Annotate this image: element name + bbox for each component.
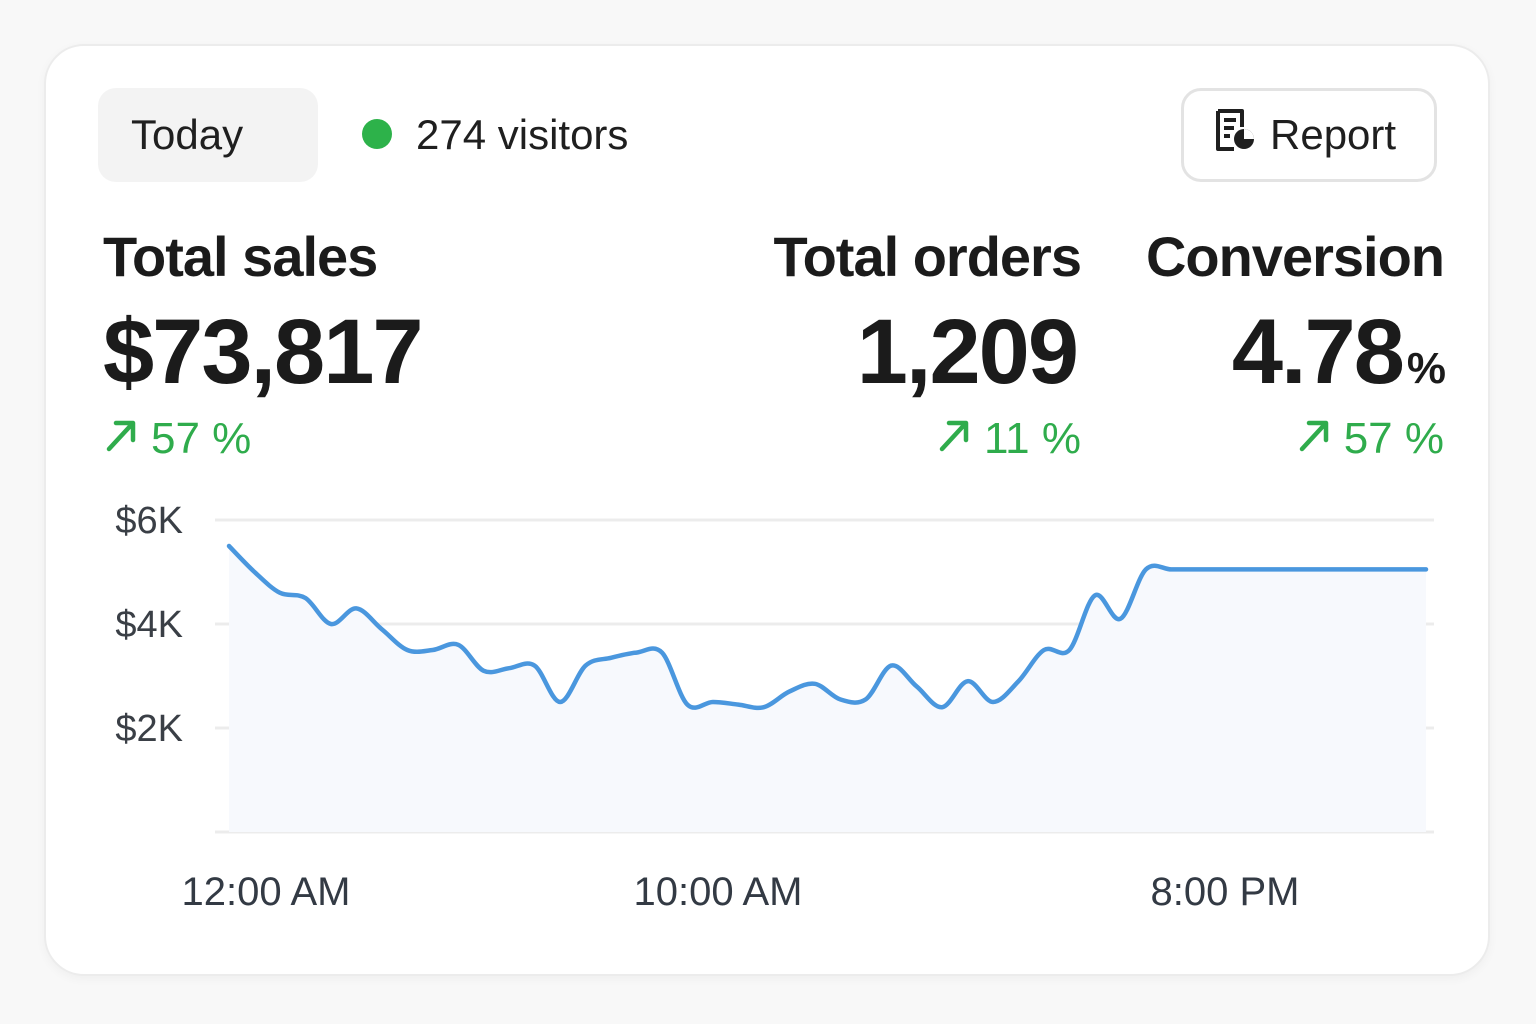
arrow-up-right-icon: [1296, 414, 1332, 464]
total-orders-delta-text: 11 %: [983, 414, 1081, 463]
report-document-icon: [1212, 107, 1258, 163]
sales-area-fill: [229, 546, 1426, 832]
total-orders-value: 1,209: [857, 300, 1081, 405]
live-visitors: 274 visitors: [362, 88, 628, 182]
x-tick-label: 8:00 PM: [1151, 870, 1300, 914]
conversion-number: 4.78: [1231, 301, 1405, 403]
conversion-unit: %: [1406, 344, 1446, 393]
conversion-value: 4.78%: [1232, 300, 1446, 405]
report-button[interactable]: Report: [1181, 88, 1437, 182]
total-orders-number: 1,209: [856, 301, 1079, 403]
total-orders-delta: 11 %: [936, 414, 1081, 464]
sales-series-line: [226, 543, 1429, 711]
conversion-delta-text: 57 %: [1343, 414, 1444, 463]
date-range-selector[interactable]: Today: [98, 88, 318, 182]
arrow-up-right-icon: [103, 414, 139, 464]
arrow-up-right-icon: [936, 414, 972, 464]
total-sales-value: $73,817: [103, 300, 426, 405]
total-orders-label: Total orders: [773, 225, 1082, 288]
visitors-count: 274 visitors: [416, 111, 629, 158]
x-tick-label: 12:00 AM: [181, 870, 350, 914]
report-label: Report: [1270, 111, 1397, 158]
conversion-label: Conversion: [1145, 225, 1445, 288]
total-sales-label: Total sales: [103, 225, 378, 288]
total-sales-delta: 57 %: [103, 414, 251, 464]
conversion-delta: 57 %: [1296, 414, 1444, 464]
y-tick-label: $6K: [115, 500, 183, 542]
y-tick-label: $4K: [115, 604, 183, 646]
live-indicator-dot: [362, 118, 392, 149]
total-sales-number: $73,817: [103, 301, 424, 403]
x-tick-label: 10:00 AM: [633, 870, 802, 914]
total-sales-delta-text: 57 %: [151, 414, 252, 463]
y-tick-label: $2K: [115, 708, 183, 750]
